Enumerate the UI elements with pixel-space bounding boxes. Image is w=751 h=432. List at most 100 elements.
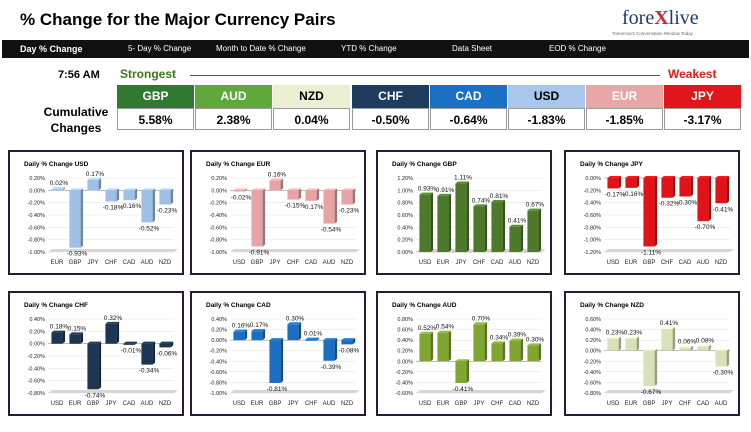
x-tick-label: AUD	[323, 401, 336, 407]
bar	[715, 350, 727, 367]
data-label: -0.18%	[103, 204, 124, 211]
data-label: 0.16%	[232, 323, 251, 330]
bar-side	[708, 176, 712, 222]
bar-side	[430, 331, 434, 362]
bar-chart-cad: Daily % Change CAD 0.40% 0.20% 0.00% -0.20% -…	[206, 302, 360, 407]
bar-side	[298, 188, 302, 200]
y-tick-label: 0.60%	[585, 317, 601, 323]
bar-top	[87, 177, 102, 180]
bar-top	[509, 224, 524, 227]
bar-top	[491, 341, 506, 344]
chart-floor	[604, 390, 734, 393]
x-tick-label: CAD	[491, 260, 504, 266]
currency-box-usd: USD -1.83%	[508, 85, 585, 131]
bar-side	[520, 338, 524, 362]
bar	[625, 338, 637, 351]
data-label: -0.91%	[249, 249, 270, 256]
y-tick-label: 0.20%	[397, 238, 413, 244]
bar-side	[62, 330, 66, 344]
x-tick-label: GBP	[251, 260, 264, 266]
x-tick-label: CHF	[473, 260, 486, 266]
bar-chart-chf: Daily % Change CHF 0.40% 0.20% 0.00% -0.20% -…	[24, 302, 178, 407]
x-tick-label: EUR	[437, 260, 450, 266]
y-tick-label: -0.80%	[210, 380, 228, 386]
data-label: 0.30%	[526, 336, 545, 343]
data-label: 0.23%	[624, 330, 643, 337]
bar-top	[419, 331, 434, 334]
y-tick-label: 0.20%	[29, 329, 45, 335]
bar-top	[159, 341, 174, 344]
tab-day-change[interactable]: Day % Change	[20, 44, 83, 54]
currency-name: NZD	[273, 85, 350, 108]
chart-title: Daily % Change GBP	[392, 161, 457, 168]
bar	[269, 180, 281, 191]
data-label: -0.34%	[139, 368, 160, 375]
bar-top	[287, 188, 302, 191]
bar-side	[502, 200, 506, 252]
bar	[123, 343, 135, 345]
bar-side	[618, 336, 622, 351]
x-tick-label: USD	[419, 401, 432, 407]
strength-scale-line	[190, 75, 660, 76]
data-label: 0.41%	[508, 218, 527, 225]
x-tick-label: JPY	[105, 401, 116, 407]
y-tick-label: -0.20%	[28, 354, 46, 360]
header-bar: % Change for the Major Currency Pairs fo…	[0, 0, 751, 42]
bar	[105, 323, 117, 344]
y-tick-label: -1.00%	[584, 238, 602, 244]
y-tick-label: 0.00%	[211, 338, 227, 344]
currency-name: CAD	[430, 85, 507, 108]
bar-top	[697, 176, 712, 178]
y-tick-label: -0.40%	[584, 201, 602, 207]
data-label: -1.11%	[641, 249, 661, 256]
x-tick-label: GBP	[455, 401, 468, 407]
tab-eod-change[interactable]: EOD % Change	[549, 44, 606, 53]
bar-top	[105, 188, 120, 191]
currency-name: AUD	[195, 85, 272, 108]
chart-panel-jpy: Daily % Change JPY 0.00% -0.20% -0.40% -0.60…	[564, 150, 740, 275]
bar-side	[726, 348, 730, 367]
currency-value: -0.50%	[352, 108, 429, 130]
forexlive-logo[interactable]: foreXlive	[622, 7, 699, 30]
bar-top	[269, 338, 284, 341]
y-tick-label: 0.00%	[585, 176, 601, 182]
bar-side	[708, 344, 712, 351]
x-tick-label: CHF	[287, 260, 300, 266]
y-tick-label: 0.80%	[397, 201, 413, 207]
tab-5-day-change[interactable]: 5- Day % Change	[128, 44, 192, 53]
bar-chart-aud: Daily % Change AUD 0.80% 0.60% 0.40% 0.20% 0.…	[392, 302, 546, 407]
currency-value: -0.64%	[430, 108, 507, 130]
data-label: -0.15%	[285, 203, 306, 210]
data-label: -0.81%	[267, 386, 288, 393]
y-tick-label: 0.20%	[29, 176, 45, 182]
data-label: -0.30%	[713, 370, 734, 377]
bar-top	[159, 188, 174, 191]
y-tick-label: -0.60%	[396, 391, 414, 397]
bar-side	[448, 193, 452, 252]
y-tick-label: 0.00%	[397, 359, 413, 365]
bar-top	[87, 341, 102, 344]
tab-month-to-date-change[interactable]: Month to Date % Change	[216, 44, 306, 53]
x-tick-label: CHF	[491, 401, 504, 407]
data-label: 0.18%	[50, 324, 69, 331]
bar	[679, 347, 691, 351]
currency-name: JPY	[664, 85, 741, 108]
chart-title: Daily % Change NZD	[580, 302, 644, 309]
x-tick-label: AUD	[141, 260, 154, 266]
bar-top	[607, 336, 622, 339]
currency-name: USD	[508, 85, 585, 108]
strongest-label: Strongest	[120, 67, 177, 81]
bar	[527, 210, 539, 252]
bar	[473, 206, 485, 252]
tab-data-sheet[interactable]: Data Sheet	[452, 44, 493, 53]
y-tick-label: -0.60%	[210, 225, 228, 231]
x-tick-label: CHF	[679, 401, 692, 407]
chart-floor	[604, 249, 734, 252]
bar-side	[244, 329, 248, 341]
currency-box-cad: CAD -0.64%	[430, 85, 507, 131]
tab-ytd-change[interactable]: YTD % Change	[341, 44, 397, 53]
bar-chart-usd: Daily % Change USD 0.20% 0.00% -0.20% -0.40%…	[24, 161, 178, 266]
bar-side	[116, 321, 120, 344]
page-title: % Change for the Major Currency Pairs	[20, 10, 336, 29]
bar-top	[323, 338, 338, 341]
